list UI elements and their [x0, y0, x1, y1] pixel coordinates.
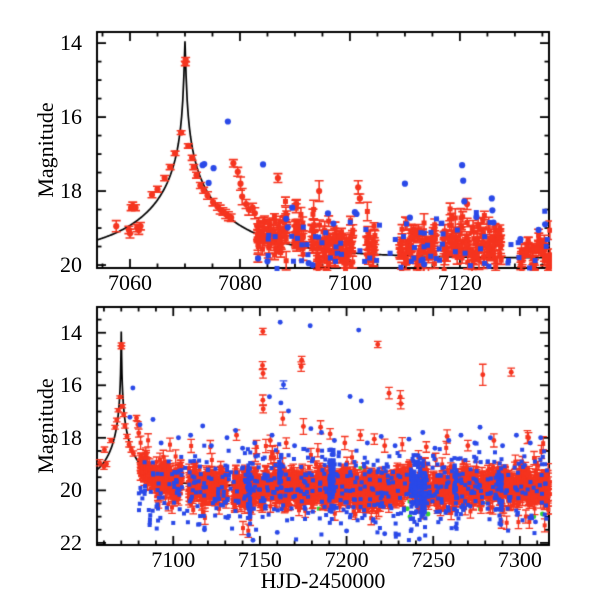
y-tick-label: 20 [60, 252, 82, 278]
y-tick-label: 16 [60, 104, 82, 130]
x-tick-label: 7150 [237, 547, 282, 572]
y-tick-label: 18 [60, 424, 82, 450]
y-tick-label: 14 [60, 30, 82, 56]
x-tick-label: 7100 [151, 547, 196, 572]
y-tick-label: 14 [60, 319, 82, 345]
y-tick-label: 16 [60, 372, 82, 398]
x-tick-label: 7200 [324, 547, 369, 572]
y-tick-label: 22 [60, 529, 82, 555]
x-tick-label: 7120 [437, 270, 482, 295]
x-tick-label: 7060 [107, 270, 152, 295]
x-axis-label: HJD-2450000 [260, 568, 386, 593]
y-tick-label: 20 [60, 477, 82, 503]
x-tick-label: 7250 [411, 547, 456, 572]
x-tick-label: 7100 [327, 270, 372, 295]
y-tick-label: 18 [60, 178, 82, 204]
x-tick-label: 7300 [497, 547, 542, 572]
x-tick-label: 7080 [217, 270, 262, 295]
